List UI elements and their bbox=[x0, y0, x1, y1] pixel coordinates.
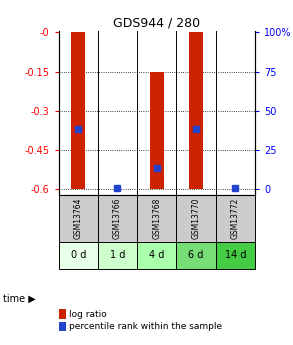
Title: GDS944 / 280: GDS944 / 280 bbox=[113, 17, 200, 30]
Bar bbox=[137, 195, 176, 242]
Bar bbox=[189, 32, 203, 189]
Bar bbox=[150, 72, 163, 189]
Bar bbox=[59, 195, 98, 242]
Text: GSM13766: GSM13766 bbox=[113, 197, 122, 239]
Text: GSM13768: GSM13768 bbox=[152, 198, 161, 239]
Bar bbox=[137, 242, 176, 269]
Text: log ratio: log ratio bbox=[69, 310, 107, 319]
Bar bbox=[98, 242, 137, 269]
Bar bbox=[176, 242, 216, 269]
Text: percentile rank within the sample: percentile rank within the sample bbox=[69, 322, 222, 331]
Text: 1 d: 1 d bbox=[110, 250, 125, 260]
Bar bbox=[176, 195, 216, 242]
Text: 0 d: 0 d bbox=[71, 250, 86, 260]
Text: 14 d: 14 d bbox=[224, 250, 246, 260]
Text: GSM13772: GSM13772 bbox=[231, 198, 240, 239]
Text: time ▶: time ▶ bbox=[3, 294, 36, 303]
Bar bbox=[59, 242, 98, 269]
Text: GSM13764: GSM13764 bbox=[74, 197, 83, 239]
Bar bbox=[216, 242, 255, 269]
Text: GSM13770: GSM13770 bbox=[192, 197, 200, 239]
Text: 4 d: 4 d bbox=[149, 250, 164, 260]
Bar bbox=[216, 195, 255, 242]
Bar bbox=[98, 195, 137, 242]
Bar bbox=[71, 32, 85, 189]
Text: 6 d: 6 d bbox=[188, 250, 204, 260]
